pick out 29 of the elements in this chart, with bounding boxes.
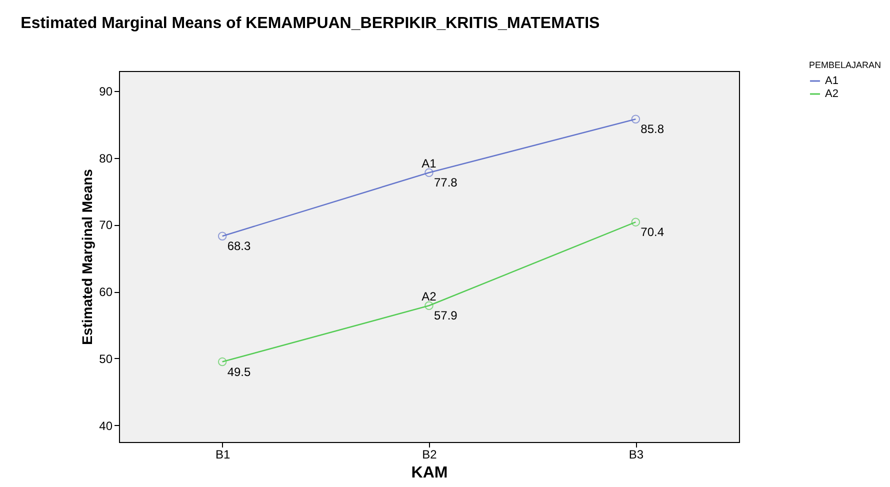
- point: [218, 232, 227, 240]
- data-label: 70.4: [640, 225, 664, 240]
- y-tick-label: 70: [99, 218, 113, 232]
- data-label: 57.9: [434, 308, 458, 323]
- y-axis-title: Estimated Marginal Means: [79, 168, 96, 345]
- point: [424, 168, 434, 177]
- point: [218, 357, 227, 366]
- data-label: 49.5: [227, 364, 252, 379]
- legend-title: PEMBELAJARAN: [809, 60, 882, 70]
- y-tick-label: 80: [99, 151, 113, 166]
- point: [631, 218, 640, 226]
- x-axis-title: KAM: [411, 464, 448, 482]
- chart-title: Estimated Marginal Means of KEMAMPUAN_BERPIKIR_KRITIS_MATEMATIS: [20, 15, 600, 32]
- annotation: A1: [422, 156, 437, 171]
- point: [631, 114, 640, 124]
- annotation: A2: [422, 290, 437, 304]
- data-label: 77.8: [434, 176, 458, 190]
- y-tick-label: 40: [99, 418, 113, 433]
- y-tick-label: 50: [99, 352, 113, 366]
- data-label: 85.8: [640, 122, 664, 136]
- data-label: 68.3: [227, 239, 252, 254]
- point: [424, 301, 434, 310]
- y-tick-label: 60: [99, 285, 113, 300]
- y-tick-label: 90: [99, 84, 113, 99]
- x-tick-label: B1: [215, 448, 230, 462]
- x-tick-label: B3: [628, 448, 644, 462]
- legend-label: A2: [825, 88, 838, 100]
- x-tick-label: B2: [422, 448, 438, 462]
- legend-label: A1: [825, 75, 838, 87]
